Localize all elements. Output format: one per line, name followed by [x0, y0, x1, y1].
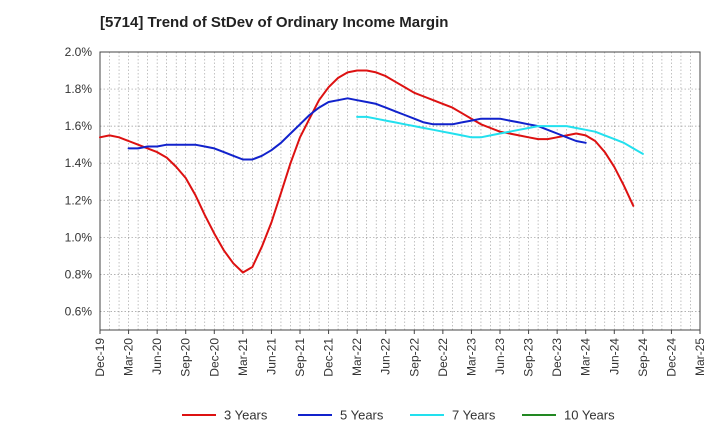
series-line-5-years [127, 97, 587, 161]
x-tick-label: Sep-21 [293, 338, 307, 377]
x-tick-label: Dec-19 [93, 338, 107, 377]
y-axis-ticks: 0.6% 0.8% 1.0% 1.2% 1.4% 1.6% 1.8% 2.0% [65, 45, 93, 318]
y-tick-label: 1.4% [65, 156, 93, 170]
y-tick-label: 1.8% [65, 82, 93, 96]
legend-label-5-years: 5 Years [340, 408, 384, 423]
series-lines [99, 69, 644, 274]
y-tick-label: 1.0% [65, 230, 93, 244]
x-tick-label: Sep-22 [407, 338, 421, 377]
x-tick-label: Sep-20 [179, 338, 193, 377]
legend-label-10-years: 10 Years [564, 408, 615, 423]
y-tick-label: 0.6% [65, 304, 93, 318]
y-tick-label: 2.0% [65, 45, 93, 59]
axes [99, 51, 701, 334]
chart-title: [5714] Trend of StDev of Ordinary Income… [100, 14, 449, 31]
x-tick-label: Dec-21 [322, 338, 336, 377]
x-tick-label: Sep-23 [522, 338, 536, 377]
x-tick-label: Mar-20 [122, 338, 136, 376]
legend-label-3-years: 3 Years [224, 408, 268, 423]
x-tick-label: Dec-24 [664, 338, 678, 377]
legend: 3 Years 5 Years 7 Years 10 Years [182, 408, 615, 423]
grid [99, 51, 701, 330]
series-line-7-years [356, 115, 644, 155]
x-tick-label: Dec-20 [207, 338, 221, 377]
plot-frame [99, 51, 701, 331]
y-tick-label: 0.8% [65, 267, 93, 281]
x-tick-label: Jun-23 [493, 338, 507, 375]
y-tick-label: 1.2% [65, 193, 93, 207]
x-tick-label: Mar-23 [464, 338, 478, 376]
x-tick-label: Dec-22 [436, 338, 450, 377]
x-tick-label: Mar-24 [579, 338, 593, 376]
x-tick-label: Mar-21 [236, 338, 250, 376]
x-tick-label: Jun-21 [264, 338, 278, 375]
x-axis-ticks: Dec-19 Mar-20 Jun-20 Sep-20 Dec-20 Mar-21 Jun-… [93, 338, 707, 377]
legend-label-7-years: 7 Years [452, 408, 496, 423]
x-tick-label: Dec-23 [550, 338, 564, 377]
x-tick-label: Sep-24 [636, 338, 650, 377]
x-tick-label: Jun-24 [607, 338, 621, 375]
x-tick-label: Mar-25 [693, 338, 707, 376]
x-tick-label: Jun-22 [379, 338, 393, 375]
y-tick-label: 1.6% [65, 119, 93, 133]
x-tick-label: Jun-20 [150, 338, 164, 375]
x-tick-label: Mar-22 [350, 338, 364, 376]
series-line-3-years [99, 69, 635, 274]
